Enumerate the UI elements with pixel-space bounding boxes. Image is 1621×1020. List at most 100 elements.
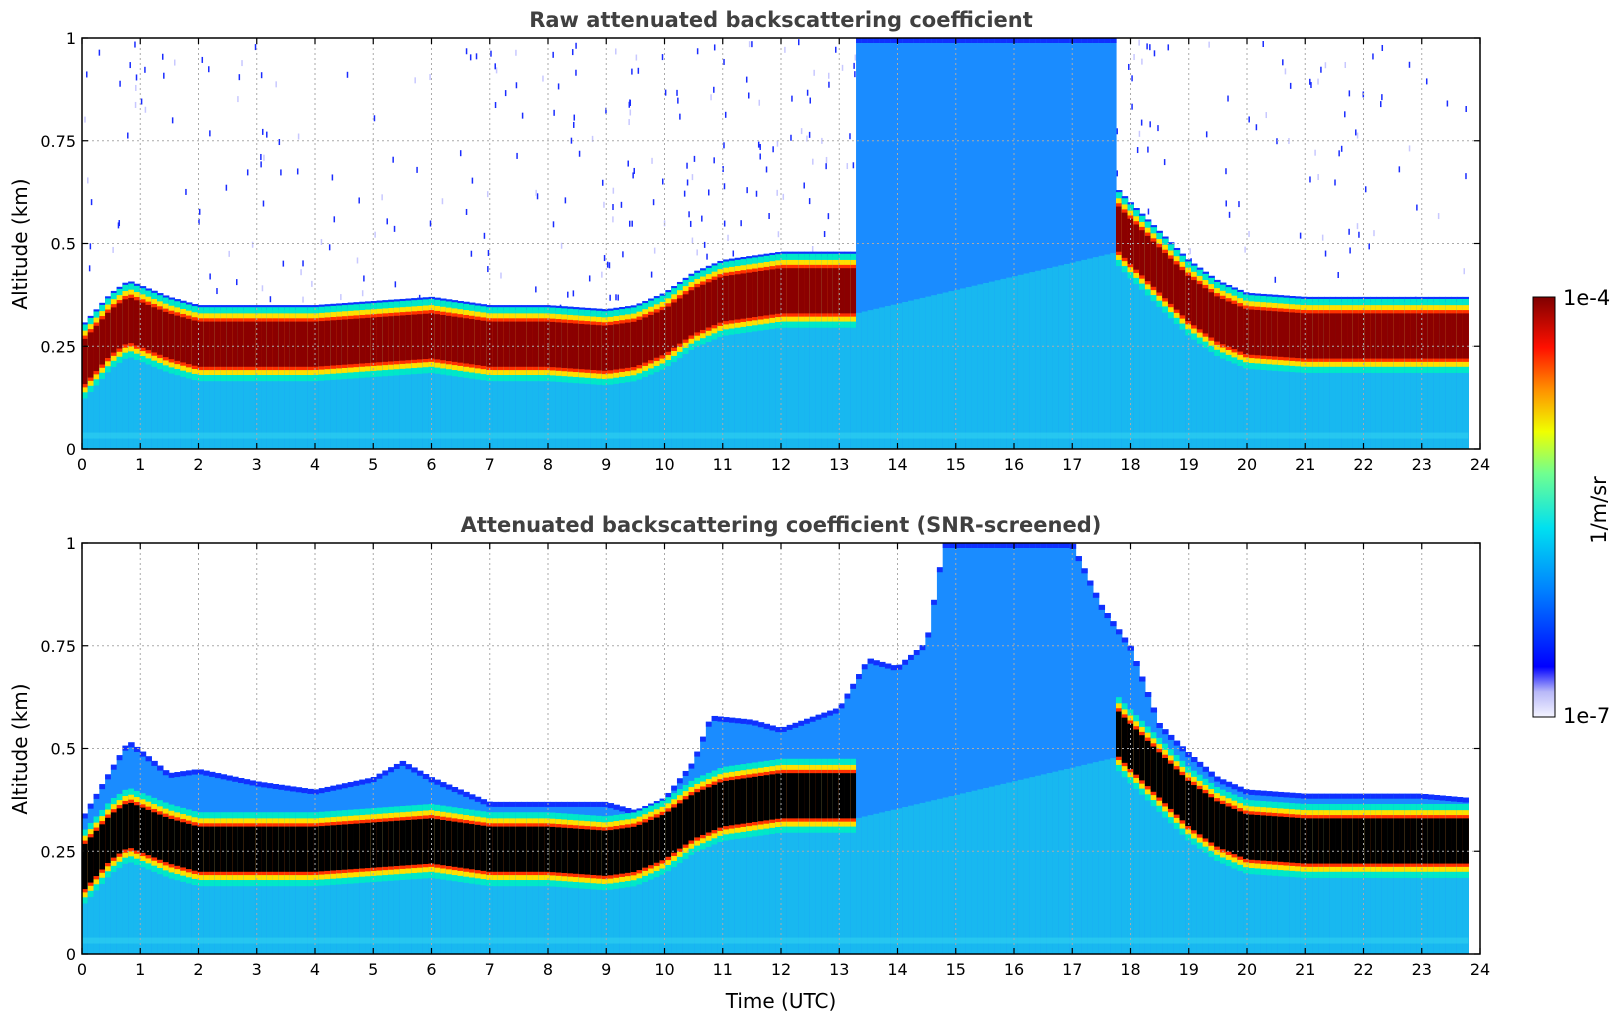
noise-speck (612, 204, 614, 211)
column-lower (954, 794, 961, 954)
noise-speck (471, 177, 474, 184)
column-lower (590, 369, 597, 449)
layer-band (792, 773, 799, 819)
noise-speck (811, 245, 814, 252)
column-top-edge (1202, 766, 1210, 772)
column-base (936, 567, 944, 954)
column-base (1046, 38, 1054, 449)
column-lower (393, 866, 401, 954)
column-lower (1063, 263, 1071, 449)
layer-band (1445, 313, 1452, 359)
layer-band (503, 321, 511, 367)
layer-band (469, 824, 476, 870)
layer-band (653, 312, 661, 358)
layer-band (1254, 815, 1261, 861)
noise-speck (713, 86, 715, 93)
layer-band (561, 322, 568, 368)
layer-band (746, 272, 753, 318)
column-top-edge (1029, 38, 1036, 43)
column-lower (1196, 329, 1204, 449)
layer-band (145, 304, 152, 351)
layer-band (99, 319, 106, 365)
column-top-edge (405, 764, 412, 770)
column-lower (1121, 257, 1129, 449)
column-lower (422, 358, 430, 449)
column-lower (1121, 762, 1129, 954)
column-top-edge (861, 38, 869, 43)
column-top-edge (867, 658, 874, 664)
column-lower (856, 312, 863, 449)
column-lower (191, 365, 199, 449)
layer-band (399, 315, 407, 361)
column-lower (688, 335, 695, 449)
column-lower (700, 329, 707, 449)
column-lower (434, 359, 441, 449)
column-lower (353, 868, 360, 954)
column-top-edge (1312, 793, 1319, 799)
layer-band (434, 314, 441, 360)
column-lower (1416, 863, 1423, 954)
column-lower (746, 317, 753, 449)
noise-speck (1317, 174, 1319, 181)
column-top-edge (93, 793, 100, 799)
noise-speck (373, 115, 376, 122)
layer-band (359, 823, 366, 869)
layer-band (821, 773, 828, 819)
column-lower (850, 818, 857, 954)
layer-band (1127, 218, 1134, 264)
noise-speck (278, 139, 281, 146)
layer-band (1433, 313, 1441, 359)
layer-band (278, 321, 285, 367)
column-lower (336, 365, 343, 449)
column-lower (1046, 268, 1054, 449)
column-lower (209, 871, 216, 954)
column-top-edge (1289, 792, 1296, 798)
x-tick-label: 13 (829, 455, 849, 474)
x-tick-label: 0 (77, 960, 87, 979)
column-top-edge (145, 756, 152, 762)
noise-speck (381, 194, 383, 201)
column-lower (584, 369, 591, 449)
column-lower (1208, 842, 1215, 954)
column-lower (1462, 863, 1469, 954)
screened-panel-title: Attenuated backscattering coefficient (S… (461, 513, 1102, 537)
column-top-edge (856, 38, 863, 43)
column-lower (116, 853, 124, 954)
column-lower (365, 363, 372, 449)
x-tick-label: 2 (193, 455, 203, 474)
noise-speck (759, 153, 761, 160)
layer-band (393, 820, 401, 867)
column-top-edge (226, 775, 233, 781)
column-top-edge (919, 645, 926, 651)
column-top-edge (1173, 740, 1181, 746)
column-lower (1381, 863, 1389, 954)
layer-band (1173, 769, 1181, 815)
layer-band (572, 828, 580, 874)
column-lower (619, 873, 626, 954)
noise-speck (429, 74, 431, 81)
layer-band (607, 830, 615, 876)
layer-band (809, 773, 817, 819)
layer-band (151, 812, 158, 858)
noise-speck (1309, 78, 1311, 85)
column-lower (301, 871, 308, 954)
column-top-edge (1069, 543, 1077, 549)
noise-speck (1153, 50, 1156, 57)
column-lower (994, 785, 1002, 954)
layer-band (1208, 797, 1215, 843)
noise-speck (127, 132, 129, 139)
column-base (873, 38, 880, 449)
column-lower (1364, 358, 1371, 449)
column-lower (1017, 779, 1025, 954)
noise-speck (757, 141, 760, 148)
noise-speck (676, 89, 678, 96)
column-lower (1375, 863, 1383, 954)
column-lower (1422, 358, 1429, 449)
layer-band (330, 320, 337, 366)
layer-band (1456, 818, 1464, 864)
layer-band (1329, 313, 1337, 359)
column-lower (544, 871, 551, 954)
column-lower (827, 818, 834, 954)
noise-speck (628, 220, 631, 227)
noise-speck (320, 238, 323, 245)
